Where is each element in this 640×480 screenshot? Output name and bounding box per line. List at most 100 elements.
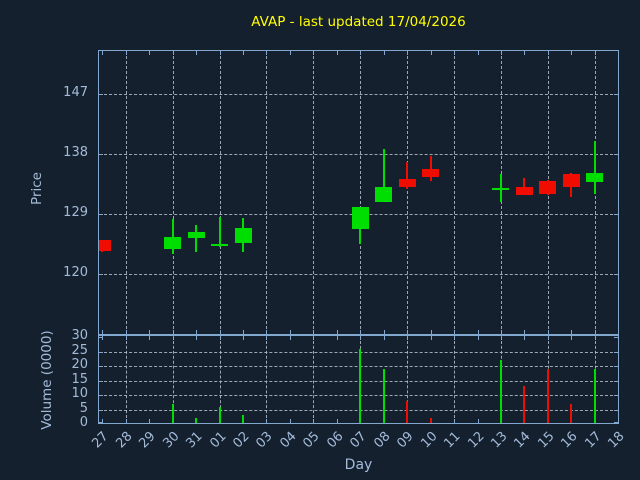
price-vertical-gridline — [125, 51, 127, 334]
x-tick-mark — [360, 51, 362, 55]
x-tick-mark — [360, 330, 362, 334]
x-tick-mark — [360, 336, 362, 340]
volume-vertical-gridline — [454, 336, 456, 423]
x-tick-mark — [336, 51, 338, 55]
x-tick-mark — [102, 330, 104, 334]
x-tick-mark — [336, 419, 338, 423]
x-tick-mark — [571, 51, 573, 55]
x-tick-mark — [524, 51, 526, 55]
x-tick-mark — [430, 51, 432, 55]
volume-tick-mark — [99, 337, 103, 338]
volume-tick-label: 0 — [79, 415, 88, 430]
x-tick-mark — [500, 330, 502, 334]
candle-body-up — [375, 187, 393, 203]
price-tick-mark — [99, 94, 103, 95]
volume-vertical-gridline — [407, 336, 409, 423]
x-tick-mark — [618, 51, 619, 55]
price-tick-label: 147 — [63, 85, 88, 100]
volume-tick-label: 15 — [71, 371, 88, 387]
x-tick-mark — [196, 336, 198, 340]
volume-vertical-gridline — [313, 336, 315, 423]
x-tick-mark — [547, 330, 549, 334]
volume-bar — [242, 415, 244, 423]
x-tick-mark — [524, 330, 526, 334]
x-tick-mark — [336, 336, 338, 340]
price-vertical-gridline — [360, 51, 362, 334]
volume-tick-mark — [99, 366, 103, 367]
x-tick-mark — [149, 419, 151, 423]
price-tick-label: 120 — [63, 264, 88, 280]
x-tick-mark — [266, 51, 268, 55]
x-tick-mark — [336, 330, 338, 334]
x-tick-mark — [313, 336, 315, 340]
price-vertical-gridline — [219, 51, 221, 334]
x-tick-mark — [219, 51, 221, 55]
x-tick-mark — [383, 330, 385, 334]
volume-tick-mark — [614, 395, 618, 396]
volume-tick-mark — [99, 395, 103, 396]
x-tick-mark — [266, 419, 268, 423]
x-tick-mark — [477, 330, 479, 334]
x-tick-mark — [383, 336, 385, 340]
x-tick-mark — [196, 51, 198, 55]
candle-wick — [382, 148, 385, 203]
x-tick-mark — [149, 330, 151, 334]
candle-body-down — [398, 179, 416, 188]
x-tick-mark — [196, 330, 198, 334]
x-tick-mark — [102, 336, 104, 340]
volume-tick-mark — [99, 422, 103, 423]
x-tick-mark — [430, 330, 432, 334]
x-tick-mark — [454, 336, 456, 340]
volume-bar — [171, 403, 174, 423]
x-tick-mark — [289, 330, 291, 334]
x-tick-mark — [454, 330, 456, 334]
x-tick-mark — [266, 336, 268, 340]
volume-bar — [546, 368, 549, 423]
candle-body-up — [492, 187, 510, 190]
volume-bar — [218, 406, 221, 423]
x-tick-mark — [547, 51, 549, 55]
x-tick-mark — [594, 51, 596, 55]
x-tick-mark — [618, 330, 619, 334]
price-gridline — [99, 153, 618, 155]
volume-tick-mark — [99, 409, 103, 411]
price-vertical-gridline — [266, 51, 268, 334]
x-tick-mark — [243, 330, 244, 334]
x-tick-mark — [594, 336, 596, 340]
price-vertical-gridline — [454, 51, 456, 334]
x-tick-mark — [289, 51, 291, 55]
volume-bar — [593, 368, 596, 423]
x-tick-mark — [407, 336, 409, 340]
price-tick-mark — [99, 273, 103, 275]
volume-tick-label: 30 — [71, 328, 88, 343]
candle-wick — [171, 219, 174, 255]
x-tick-mark — [219, 330, 221, 334]
volume-bar — [499, 360, 502, 423]
candle-body-up — [211, 243, 229, 246]
price-tick-label: 138 — [63, 144, 88, 160]
x-tick-mark — [594, 330, 596, 334]
x-tick-mark — [477, 336, 479, 340]
volume-vertical-gridline — [266, 336, 268, 423]
candle-body-down — [515, 187, 533, 196]
candle-wick — [523, 177, 526, 196]
volume-tick-mark — [614, 409, 618, 411]
x-tick-mark — [547, 336, 549, 340]
x-tick-mark — [243, 336, 244, 340]
x-tick-mark — [125, 51, 127, 55]
volume-bar — [406, 400, 409, 423]
x-tick-mark — [454, 51, 456, 55]
candle-body-up — [586, 172, 604, 182]
volume-bar — [570, 403, 573, 423]
volume-tick-mark — [614, 366, 618, 367]
volume-gridline — [99, 351, 618, 353]
x-tick-mark — [313, 330, 315, 334]
price-gridline — [99, 94, 618, 95]
x-tick-mark — [219, 336, 221, 340]
price-tick-mark — [99, 153, 103, 155]
candle-body-down — [539, 180, 557, 194]
x-tick-mark — [172, 51, 174, 55]
volume-tick-label: 25 — [71, 342, 88, 358]
volume-bar — [523, 386, 526, 423]
x-tick-mark — [500, 51, 502, 55]
